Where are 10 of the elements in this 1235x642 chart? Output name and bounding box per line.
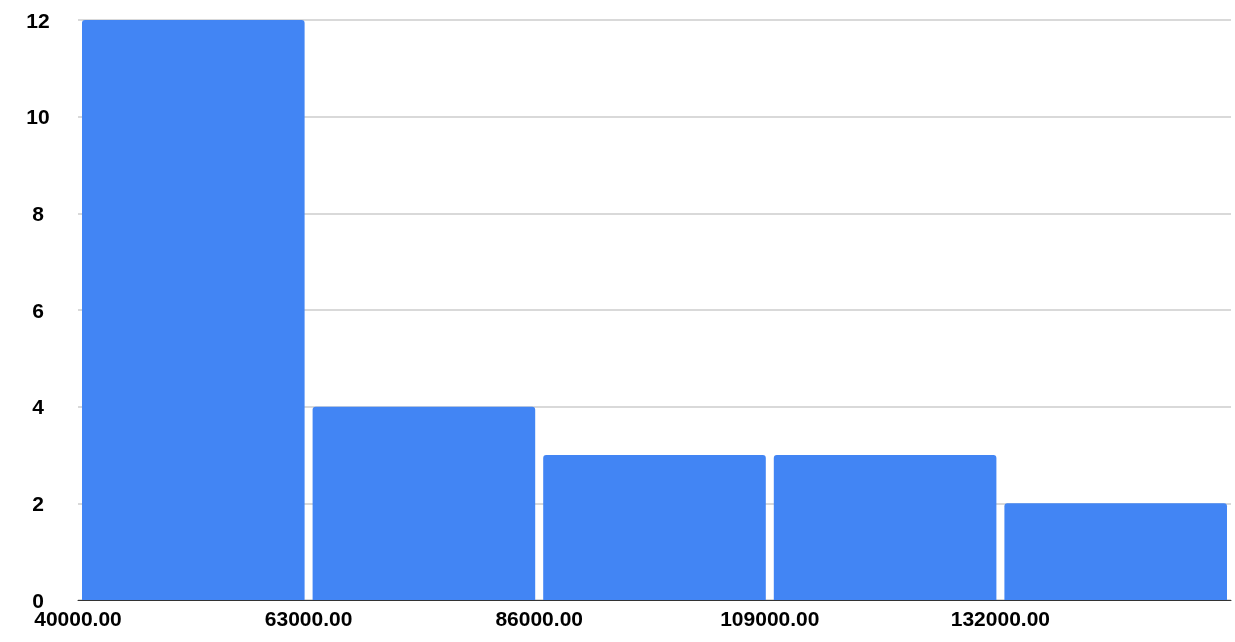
y-tick-label: 12: [26, 8, 50, 32]
x-tick-label: 63000.00: [264, 607, 353, 630]
y-tick-label: 8: [32, 201, 45, 225]
x-tick-label: 109000.00: [720, 607, 820, 630]
x-tick-label: 132000.00: [950, 607, 1051, 630]
y-tick-label: 10: [26, 105, 50, 129]
y-tick-label: 6: [32, 298, 44, 322]
y-tick-label: 2: [32, 491, 44, 515]
x-tick-label: 86000.00: [495, 607, 583, 630]
y-tick-label: 4: [32, 395, 45, 419]
